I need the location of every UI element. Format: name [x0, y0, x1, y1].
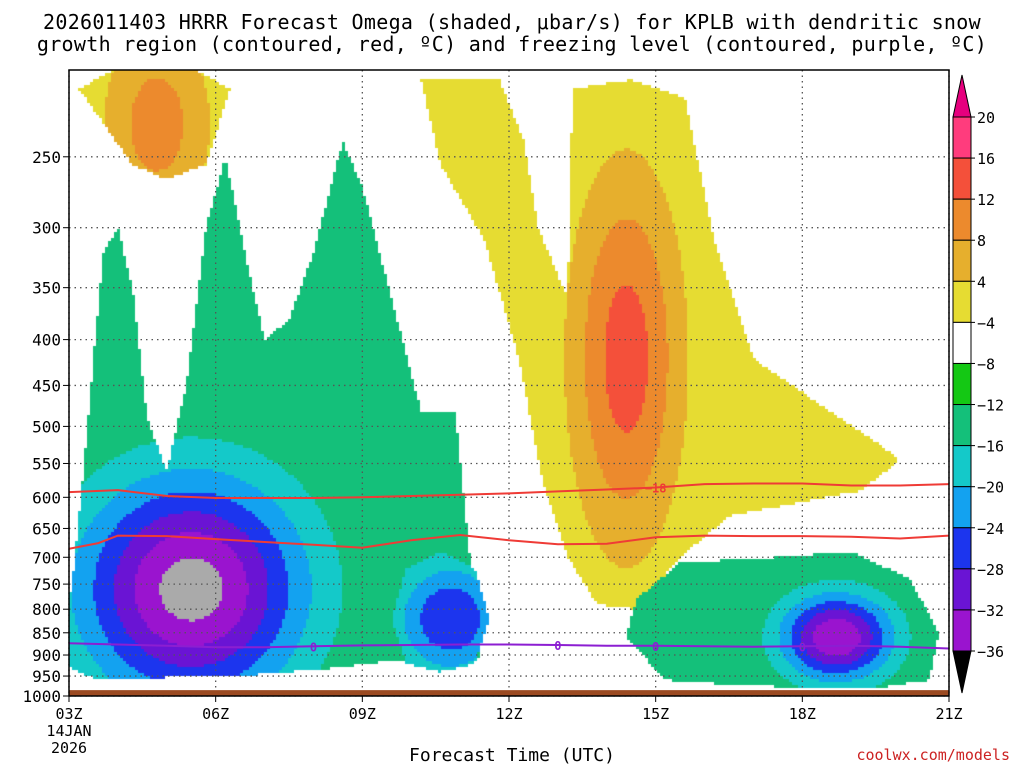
colorbar-segment	[952, 568, 972, 611]
y-tick-label: 800	[32, 600, 61, 619]
axes: 250 300 350 400 450 500 550 600 650 700 750 800 850 9…	[22, 148, 962, 757]
colorbar-label: 12	[977, 191, 995, 209]
colorbar-segment	[952, 116, 972, 159]
freezing-level-label: 0	[310, 640, 317, 654]
grid-lines	[68, 70, 950, 697]
y-tick-label: 450	[32, 376, 61, 395]
ground-layer	[69, 690, 949, 696]
x-tick-label: 03Z	[55, 705, 82, 723]
colorbar-segment	[952, 321, 972, 364]
y-tick-label: 700	[32, 548, 61, 567]
colorbar-segment	[952, 157, 972, 200]
colorbar-over-triangle	[952, 74, 972, 118]
contour-labels: −18 0 0 0 0	[310, 481, 806, 654]
y-tick-label: 600	[32, 488, 61, 507]
dgz-contour-label: −18	[645, 481, 667, 495]
dgz-contour--18	[69, 482, 949, 499]
dgz-contour--12	[69, 533, 949, 550]
x-tick-label: 06Z	[202, 705, 229, 723]
x-axis-title: Forecast Time (UTC)	[409, 745, 615, 766]
y-tick-label: 650	[32, 519, 61, 538]
y-tick-label: 900	[32, 646, 61, 665]
colorbar: 20 16 12 8 4 −4 −8 −12 −16 −20 −24 −28 −32 −36	[952, 74, 1004, 694]
colorbar-segment	[952, 445, 972, 488]
y-tick-label: 1000	[22, 687, 61, 706]
y-tick-label: 500	[32, 417, 61, 436]
x-tick-label: 18Z	[789, 705, 816, 723]
colorbar-segment	[952, 527, 972, 570]
colorbar-segment	[952, 486, 972, 529]
omega-shaded-field	[69, 70, 949, 696]
credit-text: coolwx.com/models	[856, 746, 1010, 764]
colorbar-label: 4	[977, 273, 986, 291]
colorbar-label: −20	[977, 479, 1004, 497]
colorbar-label: −28	[977, 561, 1004, 579]
colorbar-under-triangle	[952, 650, 972, 694]
colorbar-label: −8	[977, 355, 995, 373]
colorbar-label: −24	[977, 520, 1004, 538]
y-tick-label: 850	[32, 624, 61, 643]
colorbar-label: −16	[977, 438, 1004, 456]
colorbar-label: −12	[977, 397, 1004, 415]
freezing-level-label: 0	[652, 640, 659, 654]
chart-title-line-1: 2026011403 HRRR Forecast Omega (shaded, …	[43, 10, 981, 34]
y-tick-label: 550	[32, 454, 61, 473]
colorbar-segment	[952, 362, 972, 406]
freezing-level-label: 0	[554, 639, 561, 653]
colorbar-segment	[952, 198, 972, 241]
x-tick-label: 09Z	[349, 705, 376, 723]
colorbar-segment	[952, 280, 972, 323]
x-tick-label: 12Z	[495, 705, 522, 723]
freezing-level-contour	[69, 642, 949, 650]
colorbar-label: −4	[977, 314, 995, 332]
chart-title-line-2: growth region (contoured, red, ºC) and f…	[36, 32, 988, 56]
freezing-level-label: 0	[799, 640, 806, 654]
y-tick-label: 750	[32, 575, 61, 594]
y-tick-label: 250	[32, 148, 61, 167]
contour-lines	[69, 482, 949, 650]
x-tick-label: 15Z	[642, 705, 669, 723]
x-date-sublabel: 14JAN	[46, 722, 91, 740]
colorbar-label: −36	[977, 643, 1004, 661]
y-tick-label: 300	[32, 219, 61, 238]
x-date-sublabel: 2026	[51, 739, 87, 757]
x-tick-label: 21Z	[935, 705, 962, 723]
colorbar-label: 8	[977, 232, 986, 250]
colorbar-segment	[952, 609, 972, 652]
y-tick-label: 400	[32, 331, 61, 350]
colorbar-label: 20	[977, 109, 995, 127]
colorbar-segment	[952, 239, 972, 282]
y-tick-label: 350	[32, 279, 61, 298]
y-tick-label: 950	[32, 667, 61, 686]
colorbar-label: −32	[977, 602, 1004, 620]
colorbar-segment	[952, 404, 972, 447]
colorbar-label: 16	[977, 150, 995, 168]
